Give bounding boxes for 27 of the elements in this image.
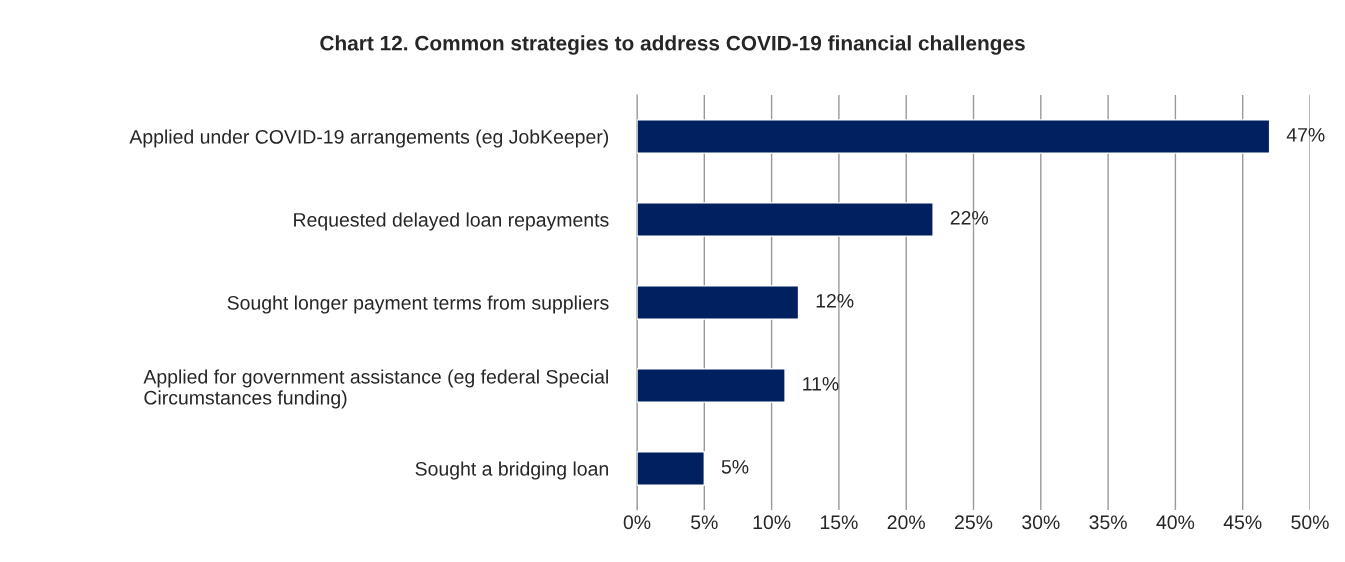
- x-tick-label: 40%: [1156, 515, 1195, 530]
- bar: [637, 202, 934, 237]
- data-label: 12%: [816, 293, 854, 308]
- x-tick-label: 10%: [753, 515, 791, 530]
- x-tick-label: 45%: [1223, 515, 1262, 530]
- x-tick-label: 35%: [1089, 515, 1127, 530]
- data-label: 22%: [950, 210, 989, 225]
- y-tick-label: Sought longer payment terms from suppliers: [227, 295, 609, 314]
- chart-title: Chart 12. Common strategies to address COVID-19 financial challenges: [320, 35, 1025, 55]
- x-tick-label: 5%: [691, 515, 718, 530]
- y-tick-label: Applied for government assistance (eg federal Special Circumstances funding): [143, 369, 608, 409]
- data-label: 47%: [1286, 128, 1325, 142]
- bar: [637, 285, 800, 320]
- y-tick-label: Applied under COVID-19 arrangements (eg JobKeeper): [129, 129, 609, 148]
- data-label: 5%: [721, 460, 749, 474]
- x-tick-label: 50%: [1291, 515, 1329, 530]
- x-tick-label: 25%: [955, 515, 993, 530]
- x-tick-label: 15%: [820, 515, 858, 530]
- data-label: 11%: [803, 377, 839, 391]
- bar: [637, 119, 1271, 154]
- bar: [637, 368, 786, 403]
- x-tick-label: 30%: [1022, 515, 1060, 530]
- y-tick-label: Requested delayed loan repayments: [294, 212, 609, 231]
- bar: [637, 451, 705, 486]
- x-tick-label: 20%: [887, 515, 925, 530]
- y-tick-label: Sought a bridging loan: [415, 461, 608, 480]
- x-tick-label: 0%: [623, 515, 651, 530]
